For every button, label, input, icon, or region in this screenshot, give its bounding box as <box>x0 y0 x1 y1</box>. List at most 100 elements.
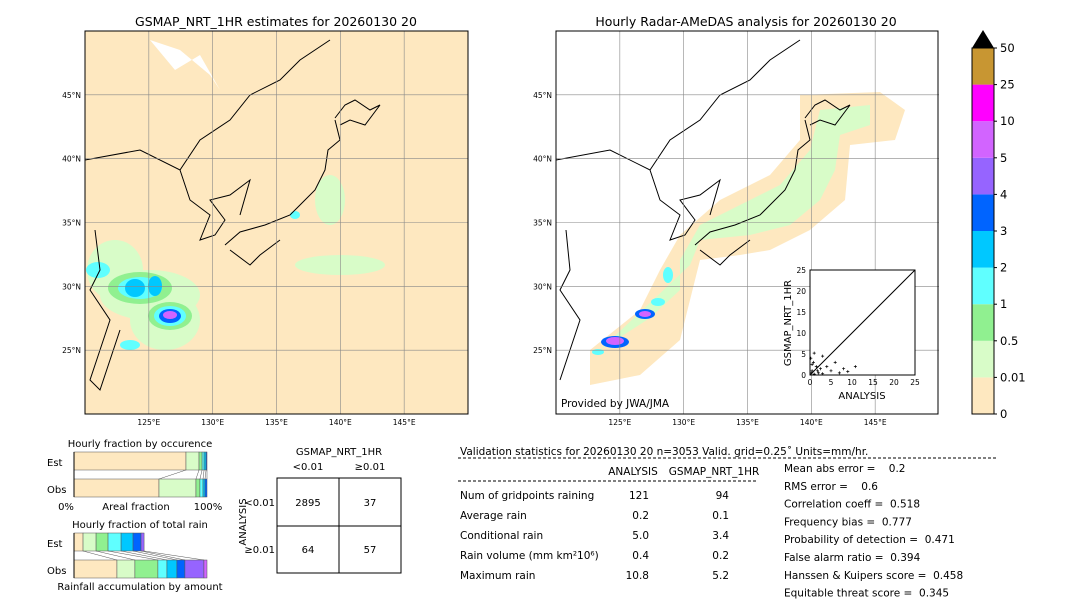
colorbar-tick-label: 10 <box>1000 114 1015 128</box>
scatter-x-tick: 10 <box>847 378 857 387</box>
row-title: ANALYSIS <box>238 498 249 545</box>
scatter-y-tick: 0 <box>801 371 806 380</box>
bar-segment-est <box>205 451 208 471</box>
stat-gsmap-value: 3.4 <box>712 530 729 542</box>
lat-tick-label: 35°N <box>533 219 552 228</box>
scatter-x-tick: 0 <box>808 378 813 387</box>
x-tick-0: 0% <box>58 502 74 513</box>
lon-tick-label: 130°E <box>672 418 695 427</box>
bar-segment-obs <box>203 559 208 579</box>
lat-tick-label: 30°N <box>62 282 81 291</box>
bar-segment-obs <box>202 478 206 498</box>
colorbar-swatch <box>972 121 994 158</box>
bar-segment-est <box>107 532 122 552</box>
colorbar-tick-label: 2 <box>1000 261 1007 275</box>
stat-label: Conditional rain <box>460 530 543 542</box>
scatter-x-tick: 5 <box>829 378 834 387</box>
row-label-0: <0.01 <box>244 498 275 509</box>
bar-segment-obs <box>157 559 168 579</box>
colorbar-swatch <box>972 267 994 305</box>
colorbar-extend-triangle <box>972 30 994 48</box>
scatter-points <box>809 351 857 376</box>
bar-segment-obs <box>204 478 208 498</box>
colorbar-swatch <box>972 48 994 85</box>
colorbar-tick-label: 4 <box>1000 187 1007 201</box>
lat-tick-label: 35°N <box>62 219 81 228</box>
connector-line <box>82 550 118 561</box>
colorbar-swatch <box>972 340 994 378</box>
connector-line <box>204 469 207 480</box>
colorbar-tick-label: 5 <box>1000 151 1007 165</box>
stat-analysis-value: 5.0 <box>632 530 649 542</box>
col-analysis: ANALYSIS <box>608 466 658 478</box>
scatter-ticks: 00 5 5 10 10 15 15 20 20 25 25 <box>796 266 920 387</box>
validation-stats: Validation statistics for 20260130 20 n=… <box>458 446 996 600</box>
x-tick-100: 100% <box>194 502 223 513</box>
obs-label: Obs <box>47 485 66 496</box>
occurrence-xlabel: Areal fraction <box>102 502 169 513</box>
map-ticks: 125°E 130°E 135°E 140°E 145°E 45°N 40°N 35°N 30°… <box>62 91 416 427</box>
radar-map-panel: Hourly Radar-AMeDAS analysis for 2026013… <box>533 14 939 427</box>
cell-hit-none: 2895 <box>295 498 320 509</box>
map-frame <box>555 30 939 415</box>
lat-tick-label: 25°N <box>533 346 552 355</box>
stat-analysis-value: 121 <box>629 490 649 502</box>
stat-analysis-value: 0.2 <box>632 510 649 522</box>
lon-tick-label: 135°E <box>736 418 759 427</box>
stat-gsmap-value: 5.2 <box>712 570 729 582</box>
colorbar-swatch <box>972 231 994 268</box>
connector-line <box>121 550 168 561</box>
scatter-point <box>809 356 813 360</box>
scatter-point <box>833 360 837 364</box>
bar-segment-obs <box>116 559 136 579</box>
scatter-point <box>812 372 816 376</box>
bar-segment-est <box>198 451 203 471</box>
est-label: Est <box>47 458 63 469</box>
colorbar-swatch <box>972 157 994 195</box>
scatter-point <box>812 351 816 355</box>
map-gridlines <box>85 31 468 414</box>
bar-segment-obs <box>195 478 201 498</box>
colorbar-tick-label: 0.5 <box>1000 334 1018 348</box>
colorbar-swatch <box>972 84 994 122</box>
scatter-xlabel: ANALYSIS <box>838 391 885 402</box>
connector-line <box>195 469 200 480</box>
scatter-point <box>811 360 815 364</box>
scatter-point <box>819 367 822 371</box>
scatter-point <box>842 367 846 371</box>
connector-line <box>133 550 177 561</box>
occurrence-fraction-chart: Hourly fraction by occurence Est Obs 0% … <box>47 439 222 513</box>
col-gsmap: GSMAP_NRT_1HR <box>669 466 760 478</box>
col-label-1: ≥0.01 <box>355 462 386 473</box>
connector-line <box>158 469 187 480</box>
stat-label: Num of gridpoints raining <box>460 490 594 502</box>
rain-fraction-chart: Hourly fraction of total rain Est Obs Ra… <box>47 520 223 593</box>
colorbar-tick-label: 25 <box>1000 78 1015 92</box>
scatter-y-tick: 20 <box>796 287 806 296</box>
cell-miss: 64 <box>302 545 315 556</box>
connector-line <box>96 550 135 561</box>
rain-fraction-title: Hourly fraction of total rain <box>72 520 208 531</box>
lat-tick-label: 45°N <box>62 91 81 100</box>
colorbar-tick-label: 0.01 <box>1000 370 1026 384</box>
stats-header: Validation statistics for 20260130 20 n=… <box>460 446 868 458</box>
map-frame <box>84 30 469 415</box>
stat-label: Maximum rain <box>460 570 535 582</box>
bar-segment-obs <box>176 559 186 579</box>
bar-segment-est <box>201 451 205 471</box>
bar-segment-est <box>73 451 187 471</box>
col-label-0: <0.01 <box>293 462 324 473</box>
bar-segment-obs <box>166 559 178 579</box>
colorbar-tick-label: 50 <box>1000 41 1015 55</box>
cell-false-alarm: 37 <box>364 498 377 509</box>
stat-gsmap-value: 0.2 <box>712 550 729 562</box>
score-line: Hanssen & Kuipers score = 0.458 <box>784 570 963 582</box>
lat-tick-label: 25°N <box>62 346 81 355</box>
scatter-point <box>816 371 820 375</box>
scatter-point <box>853 365 857 369</box>
scatter-point <box>846 370 850 374</box>
radar-map-title: Hourly Radar-AMeDAS analysis for 2026013… <box>595 14 896 29</box>
obs-label: Obs <box>47 566 66 577</box>
